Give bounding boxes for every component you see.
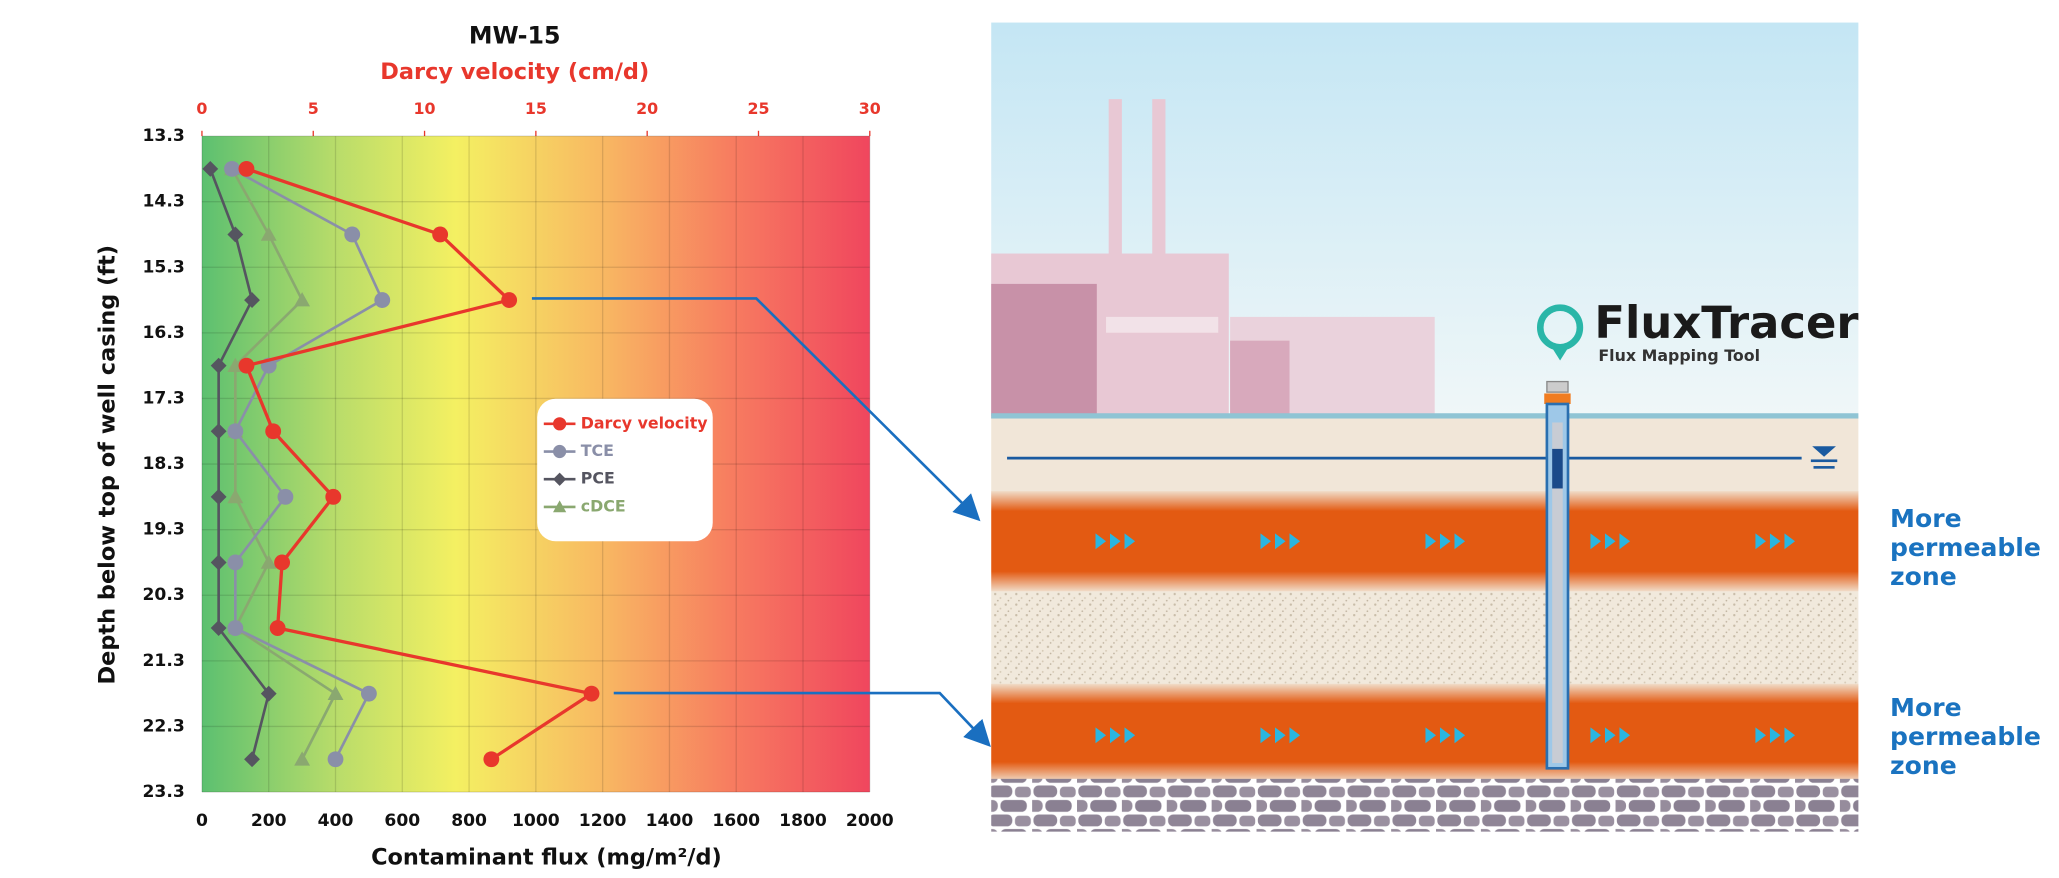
marker	[270, 620, 286, 636]
y-tick-label: 22.3	[142, 716, 184, 736]
x-tick-label: 1400	[646, 811, 694, 831]
y-tick-label: 20.3	[142, 585, 184, 605]
y-tick-label: 21.3	[142, 651, 184, 671]
ground-surface	[991, 413, 1858, 418]
zone-label: zone	[1890, 562, 1957, 591]
marker	[239, 358, 255, 374]
zone-label: More	[1890, 504, 1962, 533]
zone-label: zone	[1890, 751, 1957, 780]
x2-tick-label: 15	[525, 99, 547, 118]
x-tick-label: 1600	[712, 811, 760, 831]
y-tick-label: 14.3	[142, 192, 184, 212]
x2-tick-label: 25	[747, 99, 769, 118]
legend-label: PCE	[581, 469, 615, 488]
well	[1544, 382, 1570, 769]
zone-label: More	[1890, 693, 1962, 722]
zone-labels: MorepermeablezoneMorepermeablezone	[1890, 504, 2041, 780]
y-tick-label: 13.3	[142, 126, 184, 146]
marker	[328, 751, 344, 767]
y-tick-label: 15.3	[142, 257, 184, 277]
marker	[553, 417, 566, 430]
y-axis-label: Depth below top of well casing (ft)	[95, 245, 121, 685]
marker	[227, 555, 243, 571]
y-tick-label: 17.3	[142, 388, 184, 408]
zone-label: permeable	[1890, 722, 2041, 751]
diagram: FluxTracer Flux Mapping Tool Morepermeab…	[991, 23, 2041, 832]
legend-label: TCE	[581, 441, 614, 460]
chart-title: MW-15	[469, 22, 561, 50]
x-tick-label: 400	[318, 811, 354, 831]
marker	[265, 423, 281, 439]
legend-label: Darcy velocity	[581, 413, 709, 432]
chart: 0 200 400 600 800 1000 1200 1400 1600 1800 2000 0 5 1…	[142, 99, 893, 831]
marker	[374, 292, 390, 308]
marker	[224, 161, 240, 177]
permeable-layer	[991, 684, 1858, 782]
x-tick-label: 600	[384, 811, 420, 831]
legend: Darcy velocity TCE PCE cDCE	[537, 399, 713, 542]
x2-axis-label: Darcy velocity (cm/d)	[380, 59, 649, 85]
zone-label: permeable	[1890, 533, 2041, 562]
x-tick-label: 1200	[579, 811, 627, 831]
page: FluxTracer Flux Mapping Tool Morepermeab…	[0, 0, 2059, 874]
x-tick-label: 200	[251, 811, 287, 831]
x-tick-label: 1800	[779, 811, 827, 831]
x-tick-label: 1000	[512, 811, 560, 831]
y-tick-label: 23.3	[142, 782, 184, 802]
marker	[227, 423, 243, 439]
marker	[584, 686, 600, 702]
sand-layer	[991, 591, 1858, 689]
marker	[227, 620, 243, 636]
x2-tick-label: 20	[636, 99, 658, 118]
marker	[278, 489, 294, 505]
marker	[274, 555, 290, 571]
x-tick-label: 0	[196, 811, 208, 831]
y-tick-label: 19.3	[142, 520, 184, 540]
marker	[239, 161, 255, 177]
x2-tick-label: 5	[308, 99, 319, 118]
x2-tick-label: 10	[414, 99, 436, 118]
marker	[325, 489, 341, 505]
marker	[344, 227, 360, 243]
x-tick-label: 800	[451, 811, 487, 831]
x2-tick-label: 30	[859, 99, 881, 118]
legend-label: cDCE	[581, 496, 626, 515]
logo-tagline: Flux Mapping Tool	[1598, 346, 1760, 365]
y-tick-label: 16.3	[142, 323, 184, 343]
y-tick-label: 18.3	[142, 454, 184, 474]
marker	[432, 227, 448, 243]
bedrock	[991, 779, 1858, 832]
x2-tick-label: 0	[196, 99, 207, 118]
marker	[501, 292, 517, 308]
x-axis-label: Contaminant flux (mg/m²/d)	[371, 845, 722, 871]
logo-name: FluxTracer	[1594, 296, 1858, 349]
marker	[553, 445, 566, 458]
marker	[361, 686, 377, 702]
x-tick-label: 2000	[846, 811, 894, 831]
marker	[483, 751, 499, 767]
permeable-layer	[991, 491, 1858, 591]
